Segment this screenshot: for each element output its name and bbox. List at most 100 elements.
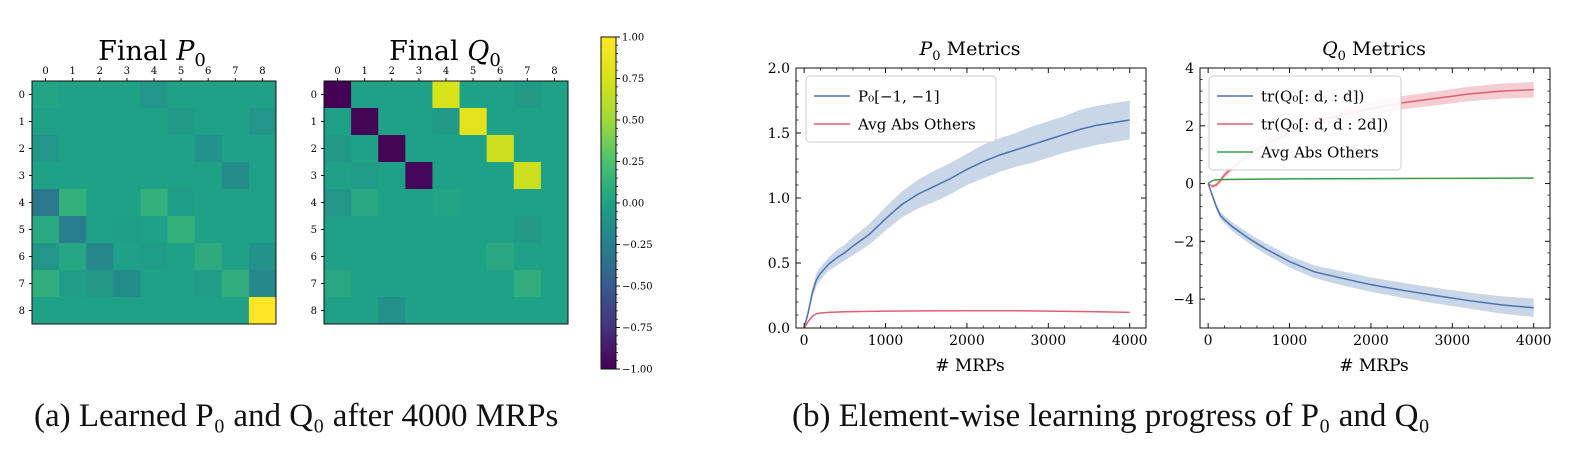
heatmap-cell (194, 243, 223, 271)
heatmap-cell (167, 270, 196, 298)
y-tick-label: −4 (1173, 292, 1194, 308)
heatmap-cell (351, 216, 379, 244)
heatmap-cell (167, 189, 196, 217)
heatmap-cell (140, 216, 168, 244)
heatmap-cell (351, 135, 379, 163)
x-tick-label: 3000 (1435, 333, 1471, 349)
x-tick-label: 1000 (1272, 333, 1308, 349)
colorbar-tick-label: −0.75 (622, 323, 653, 334)
heatmap-y-tick-label: 3 (311, 171, 317, 182)
heatmap-cell (113, 189, 141, 217)
heatmap-cell (167, 135, 196, 163)
heatmap-cell (324, 216, 352, 244)
heatmap-cell (86, 216, 114, 244)
heatmap-y-tick-label: 8 (311, 306, 317, 317)
heatmap-y-tick-label: 0 (311, 90, 317, 101)
y-tick-label: 1.5 (768, 126, 790, 142)
heatmap-cell (248, 189, 277, 217)
heatmap-cell (86, 108, 114, 136)
heatmap-cell (32, 189, 60, 217)
heatmap-cell (221, 243, 250, 271)
heatmap-cell (378, 108, 406, 136)
heatmap-y-tick-label: 5 (19, 225, 25, 236)
heatmap-cell (378, 81, 406, 109)
heatmap-cell (324, 162, 352, 190)
heatmap-cell (221, 216, 250, 244)
heatmap-cell (140, 108, 168, 136)
heatmap-p0-title: Final P0 (98, 36, 206, 71)
heatmap-y-tick-label: 3 (19, 171, 25, 182)
heatmap-cell (432, 162, 460, 190)
heatmap-x-tick-label: 7 (524, 66, 530, 77)
heatmap-cell (59, 243, 87, 271)
line-chart-p0-metrics: 0 1000 2000 3000 4000 0.0 0.5 1.0 1.5 2.0 P₀[−1, −… (768, 61, 1148, 349)
heatmap-cell (459, 135, 488, 163)
heatmap-x-tick-label: 0 (42, 66, 48, 77)
heatmap-cell (405, 81, 433, 109)
heatmap-cell (432, 81, 460, 109)
heatmap-cell (86, 135, 114, 163)
heatmap-cell (486, 135, 515, 163)
heatmap-cell (513, 297, 542, 325)
heatmap-cell (140, 243, 168, 271)
heatmap-cell (113, 135, 141, 163)
heatmap-cell (248, 162, 277, 190)
heatmap-cell (459, 270, 488, 298)
caption-a: (a) Learned P₀ and Q₀ after 4000 MRPs (34, 398, 559, 434)
heatmap-cell (194, 270, 223, 298)
heatmap-y-tick-label: 4 (19, 198, 25, 209)
heatmap-cell (351, 108, 379, 136)
heatmap-cell (432, 135, 460, 163)
heatmap-cell (513, 243, 542, 271)
series-line-1 (803, 309, 1130, 329)
heatmap-cell (459, 297, 488, 325)
heatmap-q0-title: Final Q0 (389, 36, 501, 71)
heatmap-x-tick-label: 2 (389, 66, 395, 77)
heatmap-cell (248, 216, 277, 244)
heatmap-y-tick-label: 0 (19, 90, 25, 101)
heatmap-cell (459, 216, 488, 244)
heatmap-cell (513, 162, 542, 190)
y-tick-label: 4 (1185, 61, 1194, 77)
heatmap-x-tick-label: 4 (151, 66, 157, 77)
heatmap-x-tick-label: 0 (334, 66, 340, 77)
series-band-0 (804, 100, 1130, 328)
heatmap-y-tick-label: 1 (311, 117, 317, 128)
legend-box (1208, 75, 1402, 171)
heatmap-cell (221, 270, 250, 298)
heatmap-y-tick-label: 4 (311, 198, 317, 209)
heatmap-cell (140, 135, 168, 163)
colorbar: 1.00 0.75 0.50 0.25 0.00 −0.25 −0.50 −0.75 −1.00 (600, 33, 653, 376)
heatmap-cell (324, 135, 352, 163)
heatmap-cell (540, 297, 569, 325)
x-tick-label: 2000 (949, 333, 985, 349)
heatmap-cell (405, 216, 433, 244)
heatmap-cell (405, 135, 433, 163)
y-tick-label: 2 (1185, 119, 1194, 135)
colorbar-gradient (600, 36, 617, 370)
heatmap-cell (459, 81, 488, 109)
p0-metrics-xlabel: # MRPs (935, 356, 1005, 376)
heatmap-cell (378, 243, 406, 271)
heatmap-cell (86, 297, 114, 325)
legend-entry: tr(Q₀[: d, : d]) (1261, 88, 1364, 106)
heatmap-cell (194, 216, 223, 244)
heatmap-cell (194, 162, 223, 190)
heatmap-cell (59, 297, 87, 325)
heatmap-cell (194, 297, 223, 325)
heatmap-cell (194, 81, 223, 109)
heatmap-cell (513, 135, 542, 163)
heatmap-x-tick-label: 1 (361, 66, 367, 77)
heatmap-y-tick-label: 2 (311, 144, 317, 155)
heatmap-cell (167, 216, 196, 244)
heatmap-cell (486, 81, 515, 109)
x-tick-label: 4000 (1516, 333, 1552, 349)
heatmap-cell (86, 81, 114, 109)
heatmap-cell (378, 162, 406, 190)
heatmap-cell (32, 270, 60, 298)
heatmap-cell (140, 81, 168, 109)
heatmap-cell (405, 189, 433, 217)
heatmap-cell (194, 135, 223, 163)
heatmap-cell (513, 189, 542, 217)
heatmap-x-tick-label: 8 (551, 66, 557, 77)
